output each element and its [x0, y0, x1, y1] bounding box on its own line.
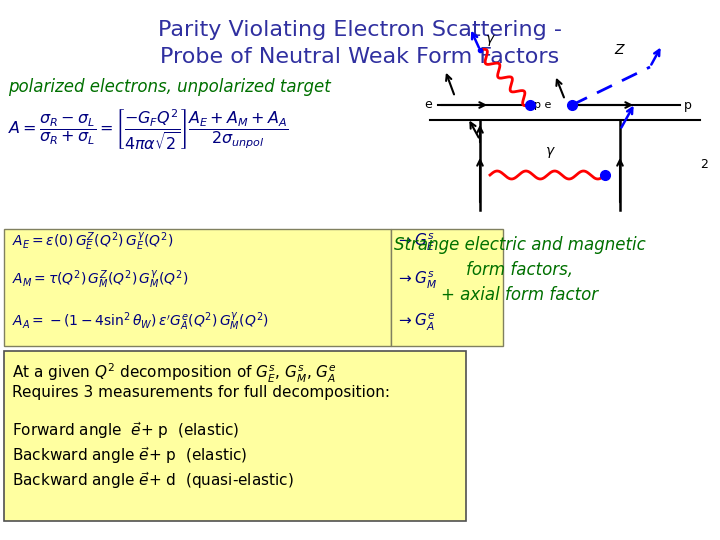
Text: polarized electrons, unpolarized target: polarized electrons, unpolarized target: [8, 78, 330, 96]
Text: $A_E = \varepsilon(0)\,G_E^Z(Q^2)\,G_E^\gamma(Q^2)$: $A_E = \varepsilon(0)\,G_E^Z(Q^2)\,G_E^\…: [12, 231, 174, 253]
Text: form factors,: form factors,: [467, 261, 574, 279]
Text: Strange electric and magnetic: Strange electric and magnetic: [394, 236, 646, 254]
Text: $\gamma$: $\gamma$: [485, 32, 495, 48]
Text: + axial form factor: + axial form factor: [441, 286, 598, 304]
Text: $Z$: $Z$: [614, 43, 626, 57]
Text: 2: 2: [700, 159, 708, 172]
Text: Forward angle  $\vec{e}$+ p  (elastic): Forward angle $\vec{e}$+ p (elastic): [12, 420, 240, 441]
Text: $\rightarrow G_E^s$: $\rightarrow G_E^s$: [396, 232, 435, 253]
Text: $\rightarrow G_M^s$: $\rightarrow G_M^s$: [396, 269, 438, 291]
Text: Requires 3 measurements for full decomposition:: Requires 3 measurements for full decompo…: [12, 385, 390, 400]
Text: At a given $Q^2$ decomposition of $G^s_E$, $G^s_M$, $G^e_A$: At a given $Q^2$ decomposition of $G^s_E…: [12, 362, 337, 385]
Text: Backward angle $\vec{e}$+ p  (elastic): Backward angle $\vec{e}$+ p (elastic): [12, 445, 247, 466]
FancyBboxPatch shape: [4, 229, 391, 346]
Text: $A_M = \tau(Q^2)\,G_M^Z(Q^2)\,G_M^\gamma(Q^2)$: $A_M = \tau(Q^2)\,G_M^Z(Q^2)\,G_M^\gamma…: [12, 269, 189, 291]
FancyBboxPatch shape: [391, 229, 503, 346]
FancyBboxPatch shape: [4, 351, 466, 521]
Text: e: e: [424, 98, 432, 111]
Text: $\rightarrow G_A^e$: $\rightarrow G_A^e$: [396, 312, 436, 333]
Text: Backward angle $\vec{e}$+ d  (quasi-elastic): Backward angle $\vec{e}$+ d (quasi-elast…: [12, 470, 294, 491]
Text: $A = \dfrac{\sigma_R - \sigma_L}{\sigma_R + \sigma_L} = \left[\dfrac{-G_F Q^2}{4: $A = \dfrac{\sigma_R - \sigma_L}{\sigma_…: [8, 108, 288, 152]
Text: p: p: [684, 98, 692, 111]
Text: Parity Violating Electron Scattering -: Parity Violating Electron Scattering -: [158, 20, 562, 40]
Text: Probe of Neutral Weak Form Factors: Probe of Neutral Weak Form Factors: [161, 47, 559, 67]
Text: p e: p e: [534, 100, 552, 110]
Text: $\gamma$: $\gamma$: [544, 145, 555, 159]
Text: $A_A = -(1-4\sin^2\theta_W)\,\varepsilon^\prime G_A^e(Q^2)\,G_M^\gamma(Q^2)$: $A_A = -(1-4\sin^2\theta_W)\,\varepsilon…: [12, 310, 269, 333]
